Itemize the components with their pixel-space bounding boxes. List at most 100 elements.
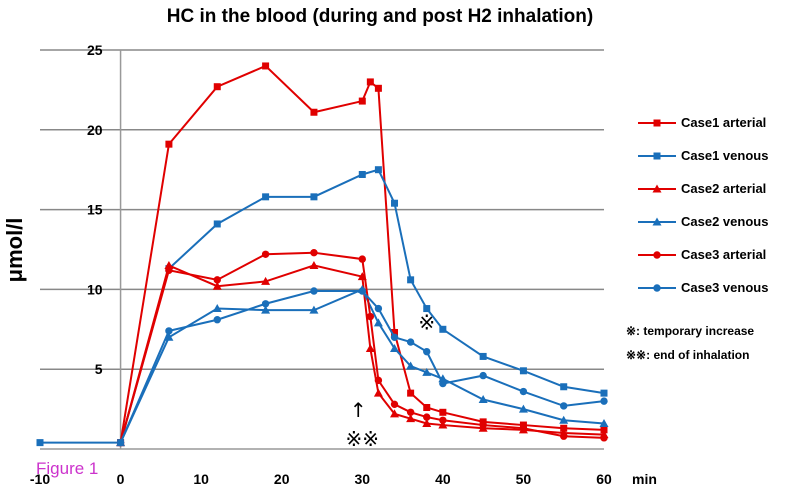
- data-point: [358, 97, 366, 105]
- data-point: [373, 318, 383, 327]
- annotations: ※ ↑ ※※: [346, 310, 436, 451]
- x-tick-label: -10: [30, 471, 50, 487]
- data-point: [479, 371, 487, 380]
- data-point: [262, 62, 270, 70]
- data-point: [422, 367, 432, 376]
- x-tick-label: 50: [516, 471, 532, 487]
- data-point: [358, 170, 366, 178]
- x-tick-label: 30: [354, 471, 370, 487]
- data-point: [165, 327, 173, 335]
- legend-marker: [653, 119, 661, 127]
- legend-item-0: Case1 arterial: [638, 115, 766, 130]
- data-point: [261, 300, 270, 308]
- data-point: [374, 304, 383, 313]
- data-point: [438, 420, 448, 429]
- data-point: [599, 418, 609, 427]
- data-point: [366, 312, 375, 321]
- axes: [40, 50, 604, 450]
- data-point: [406, 338, 415, 346]
- legend-marker: [653, 152, 661, 160]
- x-tick-labels: -10 0 10 20 30 40 50 60: [30, 471, 612, 487]
- series-line-4: [119, 251, 605, 443]
- data-point: [310, 108, 318, 116]
- data-point: [406, 361, 416, 370]
- data-point: [600, 397, 608, 405]
- data-point: [213, 276, 221, 284]
- data-point: [36, 439, 44, 447]
- data-point: [518, 404, 528, 413]
- data-point: [164, 332, 174, 341]
- data-point: [310, 248, 318, 257]
- data-point: [407, 276, 415, 284]
- data-point: [358, 287, 366, 295]
- series-4: [116, 248, 608, 447]
- data-point: [213, 220, 221, 228]
- data-point: [374, 376, 383, 385]
- data-point: [439, 408, 447, 416]
- note-1: ※※: end of inhalation: [626, 348, 749, 362]
- legend-label: Case1 venous: [681, 148, 768, 163]
- data-point: [309, 260, 319, 269]
- series-line-2: [119, 264, 605, 443]
- y-tick-label: 5: [95, 361, 103, 377]
- y-tick-label: 10: [87, 281, 103, 297]
- data-point: [422, 418, 432, 427]
- data-point: [261, 276, 271, 285]
- data-point: [358, 255, 366, 263]
- note-0: ※: temporary increase: [626, 324, 754, 338]
- data-point: [559, 415, 569, 424]
- data-point: [390, 400, 399, 409]
- y-tick-label: 20: [87, 122, 103, 138]
- legend: Case1 arterial Case1 venous Case2 arterial…: [638, 115, 768, 295]
- data-point: [391, 199, 399, 207]
- data-point: [600, 389, 608, 397]
- legend-label: Case2 venous: [681, 214, 768, 229]
- legend-item-1: Case1 venous: [638, 148, 768, 163]
- chart-title: HC in the blood (during and post H2 inha…: [167, 6, 593, 27]
- data-point: [560, 432, 568, 440]
- data-point: [423, 305, 431, 313]
- y-tick-labels: 5 10 15 20 25: [87, 42, 103, 377]
- data-point: [366, 78, 374, 86]
- annotation: ↑: [350, 398, 367, 422]
- data-point: [407, 389, 415, 397]
- data-point: [164, 260, 174, 269]
- data-point: [212, 304, 222, 313]
- data-point: [116, 438, 125, 447]
- series-group: [36, 62, 609, 447]
- y-axis-label: μmol/l: [2, 218, 27, 283]
- data-point: [310, 287, 318, 295]
- data-point: [479, 352, 487, 360]
- annotation: ※※: [346, 427, 380, 451]
- data-point: [391, 328, 399, 336]
- data-point: [560, 383, 568, 391]
- data-point: [478, 395, 488, 404]
- x-tick-label: 40: [435, 471, 451, 487]
- legend-item-2: Case2 arterial: [638, 181, 766, 196]
- data-point: [261, 250, 270, 258]
- series-line-0: [119, 64, 605, 443]
- legend-label: Case2 arterial: [681, 181, 766, 196]
- data-point: [213, 83, 221, 91]
- data-point: [390, 333, 399, 341]
- notes: ※: temporary increase ※※: end of inhalati…: [626, 324, 754, 362]
- data-point: [519, 424, 528, 432]
- legend-marker: [652, 184, 662, 193]
- data-point: [439, 416, 447, 424]
- data-point: [519, 367, 527, 375]
- data-point: [423, 413, 431, 421]
- data-point: [165, 140, 173, 148]
- data-point: [390, 343, 400, 352]
- legend-item-4: Case3 arterial: [638, 247, 766, 262]
- data-point: [365, 343, 375, 352]
- data-point: [479, 421, 487, 429]
- legend-label: Case1 arterial: [681, 115, 766, 130]
- legend-marker: [653, 284, 661, 292]
- data-point: [423, 404, 431, 412]
- data-point: [406, 414, 416, 423]
- gridlines: [40, 49, 604, 370]
- legend-label: Case3 arterial: [681, 247, 766, 262]
- data-point: [560, 402, 568, 410]
- data-point: [374, 84, 382, 92]
